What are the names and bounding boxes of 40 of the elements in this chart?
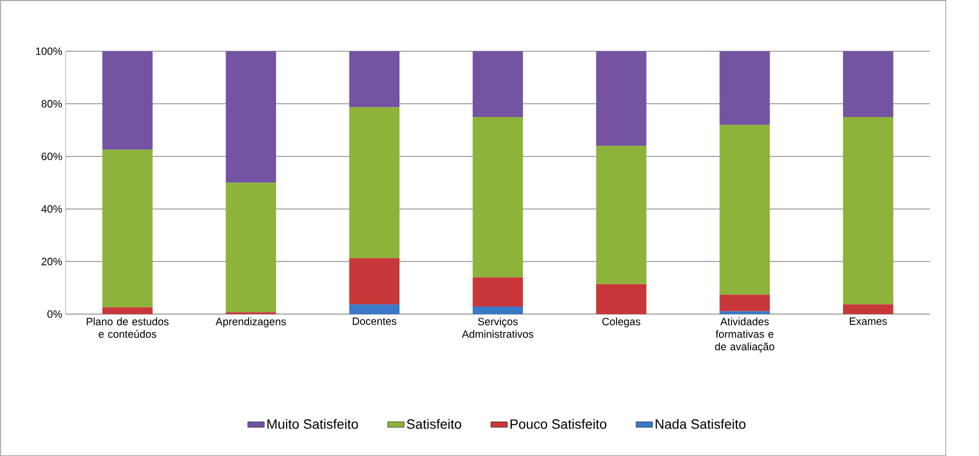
- bar: [596, 284, 646, 314]
- bar: [843, 51, 894, 117]
- bar: [472, 51, 523, 117]
- bar: [102, 150, 153, 308]
- y-tick-label: 60%: [42, 152, 62, 160]
- x-tick-label: Plano de estudos e conteúdos: [86, 317, 169, 338]
- bar: [596, 51, 646, 146]
- bar: [226, 51, 276, 183]
- y-tick-label: 0%: [47, 310, 62, 318]
- x-tick-label: Colegas: [602, 317, 640, 328]
- bar: [843, 116, 894, 304]
- legend-label: Satisfeito: [406, 418, 462, 429]
- bar: [102, 307, 153, 314]
- y-tick-label: 20%: [42, 258, 62, 266]
- bar: [102, 51, 153, 150]
- x-tick-label: Serviços Administrativos: [462, 317, 534, 338]
- bar: [349, 51, 400, 108]
- x-tick-label: Docentes: [352, 317, 396, 325]
- bar: [349, 258, 400, 304]
- x-tick-label: Atividades formativas e de avaliação: [715, 317, 774, 352]
- legend-label: Nada Satisfeito: [656, 418, 746, 429]
- bar: [596, 146, 646, 284]
- bar: [349, 304, 400, 314]
- y-tick-label: 40%: [41, 205, 62, 213]
- bar: [472, 306, 523, 314]
- bar: [226, 182, 276, 312]
- legend-label: Pouco Satisfeito: [510, 418, 606, 429]
- bar: [720, 124, 770, 295]
- bar: [349, 107, 400, 258]
- y-tick-label: 100%: [36, 47, 62, 55]
- legend-label: Muito Satisfeito: [267, 418, 358, 429]
- x-tick-label: Aprendizagens: [216, 317, 286, 328]
- bar: [843, 304, 894, 314]
- y-tick-label: 80%: [42, 100, 62, 108]
- bar: [720, 294, 770, 312]
- bar: [720, 311, 770, 314]
- bar: [720, 51, 770, 125]
- bar: [472, 277, 523, 306]
- x-tick-label: Exames: [850, 317, 887, 325]
- bar: [472, 116, 523, 278]
